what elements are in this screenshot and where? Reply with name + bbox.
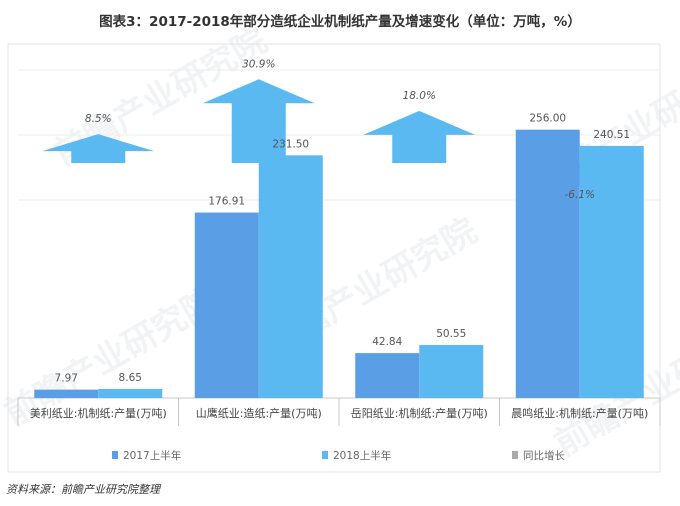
bar-2017上半年 bbox=[515, 129, 580, 398]
bar-2018上半年 bbox=[579, 145, 644, 398]
growth-label: -6.1% bbox=[565, 189, 595, 201]
bars bbox=[34, 129, 644, 398]
growth-label: 8.5% bbox=[85, 113, 112, 125]
growth-label: 18.0% bbox=[403, 90, 436, 102]
source-note: 资料来源：前瞻产业研究院整理 bbox=[6, 483, 160, 496]
bar-2018上半年 bbox=[98, 388, 163, 398]
bar-2018上半年 bbox=[419, 345, 484, 398]
legend: 2017上半年 2018上半年 同比增长 bbox=[112, 449, 565, 462]
bar-2017上半年 bbox=[34, 389, 99, 398]
bar-2017上半年 bbox=[194, 212, 259, 398]
legend-label: 同比增长 bbox=[523, 449, 565, 462]
legend-label: 2018上半年 bbox=[333, 449, 391, 462]
chart-title: 图表3：2017-2018年部分造纸企业机制纸产量及增速变化（单位：万吨，%） bbox=[99, 14, 581, 30]
chart-frame bbox=[7, 43, 661, 473]
legend-swatch bbox=[322, 451, 328, 459]
category-label: 岳阳纸业:机制纸:产量(万吨) bbox=[351, 406, 488, 420]
legend-swatch bbox=[512, 451, 518, 459]
growth-arrow bbox=[363, 110, 476, 163]
category-label: 美利纸业:机制纸:产量(万吨) bbox=[30, 406, 167, 420]
labels: 7.97 8.65 美利纸业:机制纸:产量(万吨) 176.91 231.50 山鹰纸业:… bbox=[30, 58, 649, 420]
data-label: 42.84 bbox=[372, 336, 402, 348]
data-label: 50.55 bbox=[436, 328, 466, 340]
data-label: 256.00 bbox=[529, 113, 566, 125]
data-label: 231.50 bbox=[272, 138, 309, 150]
bar-2017上半年 bbox=[355, 353, 420, 398]
data-label: 176.91 bbox=[208, 196, 245, 208]
category-label: 山鹰纸业:造纸:产量(万吨) bbox=[196, 406, 322, 420]
legend-swatch bbox=[112, 451, 118, 459]
growth-arrow bbox=[202, 79, 315, 163]
growth-label: 30.9% bbox=[242, 58, 275, 70]
category-label: 晨鸣纸业:机制纸:产量(万吨) bbox=[511, 406, 648, 420]
legend-label: 2017上半年 bbox=[123, 449, 181, 462]
data-label: 7.97 bbox=[55, 373, 78, 385]
growth-arrow bbox=[42, 134, 155, 163]
data-label: 240.51 bbox=[593, 129, 630, 141]
data-label: 8.65 bbox=[119, 372, 142, 384]
bar-2018上半年 bbox=[258, 155, 323, 398]
